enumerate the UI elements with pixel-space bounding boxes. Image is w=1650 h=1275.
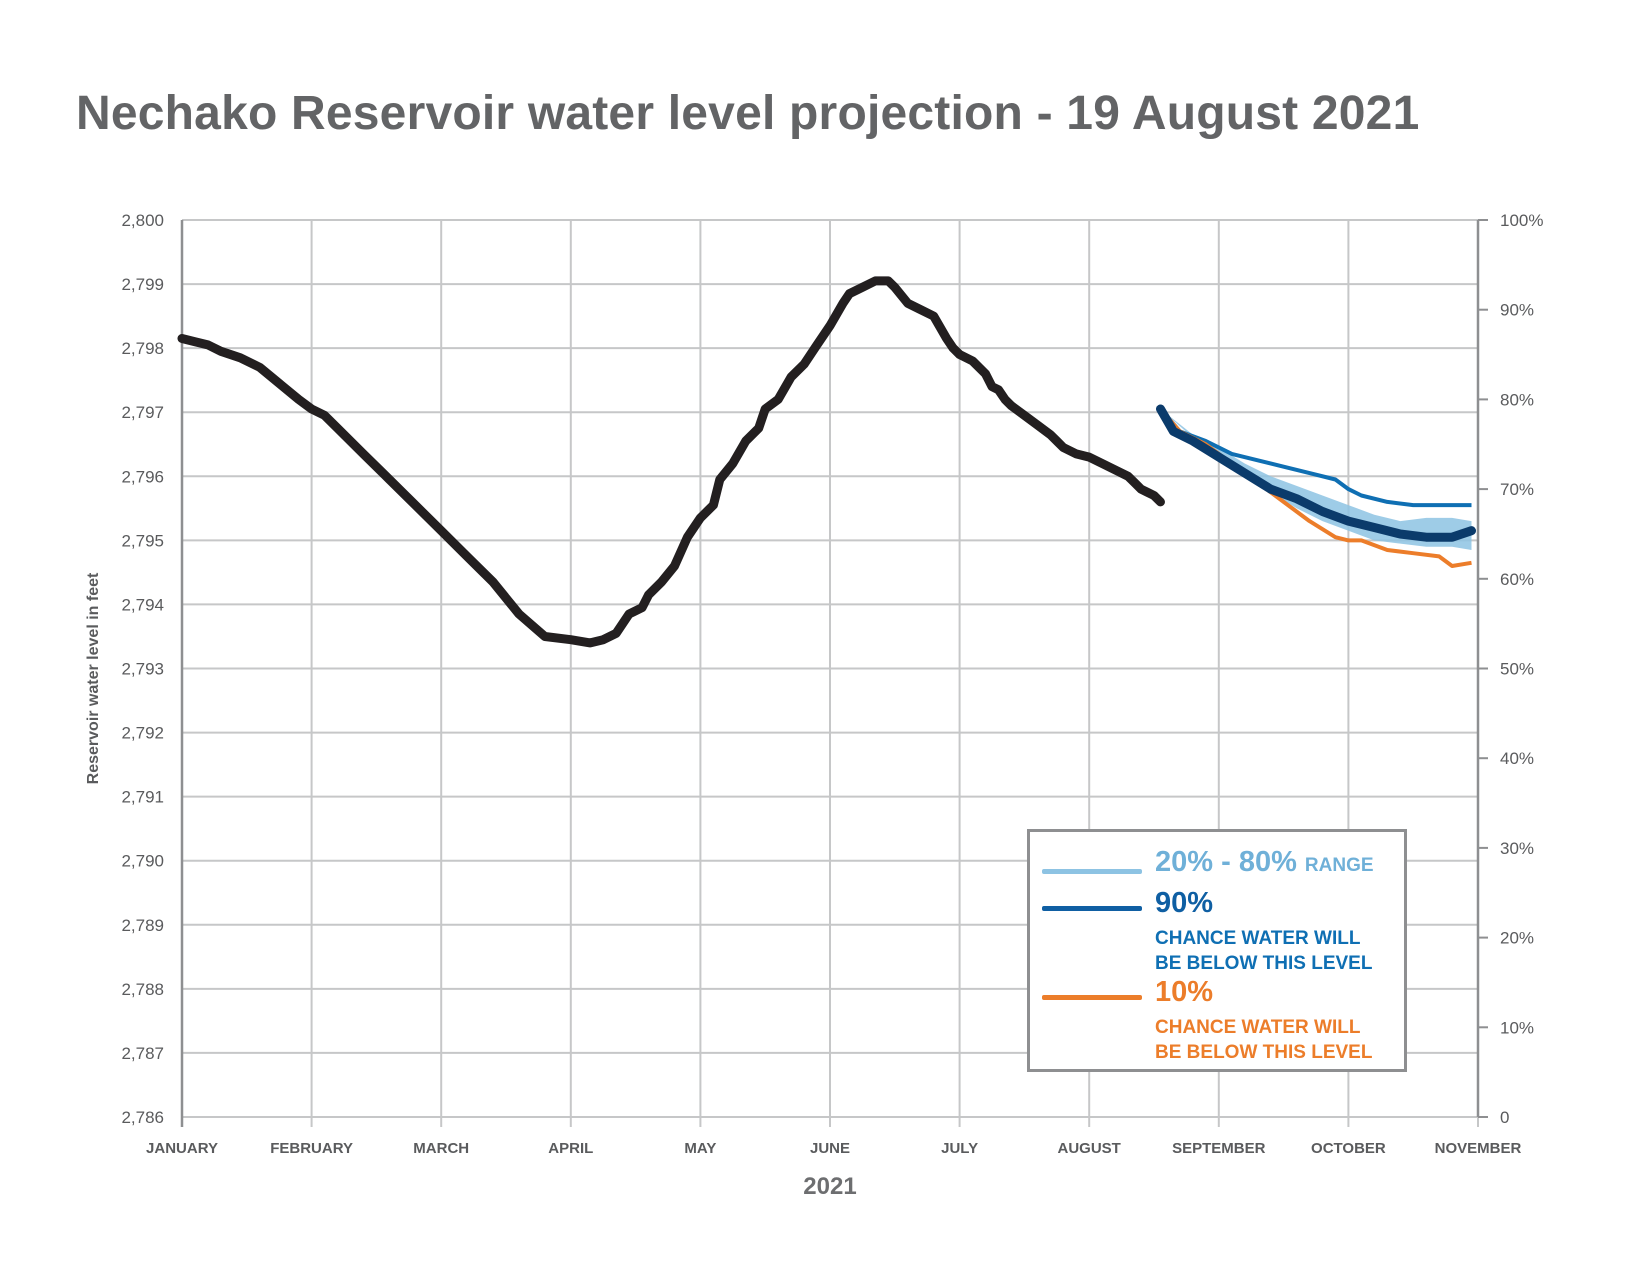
y-tick-label: 2,794 bbox=[121, 595, 164, 614]
x-tick-label: APRIL bbox=[548, 1140, 593, 1157]
x-tick-label: JULY bbox=[941, 1140, 978, 1157]
x-tick-label: AUGUST bbox=[1058, 1140, 1121, 1157]
legend-p90-swatch bbox=[1042, 906, 1142, 911]
x-tick-label: NOVEMBER bbox=[1435, 1140, 1522, 1157]
x-tick-label: SEPTEMBER bbox=[1172, 1140, 1266, 1157]
x-tick-label: MAY bbox=[684, 1140, 716, 1157]
y2-tick-label: 60% bbox=[1500, 570, 1534, 589]
y-tick-label: 2,787 bbox=[121, 1044, 164, 1063]
y-tick-label: 2,795 bbox=[121, 531, 164, 550]
legend-p90-desc-line1: CHANCE WATER WILL bbox=[1155, 928, 1361, 949]
series-median-line bbox=[1156, 404, 1476, 542]
x-tick-label: MARCH bbox=[413, 1140, 469, 1157]
y-axis-label: Reservoir water level in feet bbox=[85, 572, 102, 784]
y2-tick-label: 30% bbox=[1500, 839, 1534, 858]
y-tick-label: 2,788 bbox=[121, 980, 164, 999]
range-20-80-band bbox=[1160, 409, 1472, 550]
legend-p90-desc-line2: BE BELOW THIS LEVEL bbox=[1155, 953, 1373, 974]
y-tick-label: 2,800 bbox=[121, 211, 164, 230]
x-tick-label: OCTOBER bbox=[1311, 1140, 1386, 1157]
legend-p10-desc-line2: BE BELOW THIS LEVEL bbox=[1155, 1042, 1373, 1063]
x-tick-label: FEBRUARY bbox=[270, 1140, 353, 1157]
y-tick-label: 2,791 bbox=[121, 788, 164, 807]
legend-p90-value: 90% bbox=[1155, 887, 1214, 919]
y2-tick-label: 40% bbox=[1500, 749, 1534, 768]
legend: 20% - 80% RANGE 90% CHANCE WATER WILL BE… bbox=[1027, 829, 1407, 1072]
y2-tick-label: 0 bbox=[1500, 1108, 1509, 1127]
y-tick-label: 2,790 bbox=[121, 852, 164, 871]
series-layer bbox=[177, 276, 1476, 648]
legend-range-value: 20% - 80% bbox=[1155, 846, 1297, 878]
x-axis-label: 2021 bbox=[803, 1173, 856, 1200]
y2-tick-label: 20% bbox=[1500, 929, 1534, 948]
legend-p10-desc-line1: CHANCE WATER WILL bbox=[1155, 1017, 1361, 1038]
legend-range-word: RANGE bbox=[1304, 855, 1374, 876]
legend-p10-desc: CHANCE WATER WILL BE BELOW THIS LEVEL bbox=[1155, 1015, 1372, 1065]
y-tick-label: 2,789 bbox=[121, 916, 164, 935]
y-tick-label: 2,798 bbox=[121, 339, 164, 358]
x-tick-label: JUNE bbox=[810, 1140, 850, 1157]
y-axis-ticks: 2,786 2,787 2,788 2,789 2,790 2,791 2,792 2,793… bbox=[121, 211, 164, 1127]
y-tick-label: 2,797 bbox=[121, 403, 164, 422]
x-axis-ticks: JANUARY FEBRUARY MARCH APRIL MAY JUNE JULY AUGU… bbox=[146, 1140, 1521, 1157]
y-tick-label: 2,792 bbox=[121, 724, 164, 743]
y2-axis-ticks: 0 10% 20% 30% 40% 50% 60% 70% 80% 90% 100% bbox=[1478, 211, 1543, 1127]
y-tick-label: 2,793 bbox=[121, 660, 164, 679]
y2-tick-label: 90% bbox=[1500, 301, 1534, 320]
y-tick-label: 2,786 bbox=[121, 1108, 164, 1127]
chart-title: Nechako Reservoir water level projection… bbox=[76, 87, 1420, 140]
series-observed-line bbox=[177, 276, 1165, 648]
y2-tick-label: 50% bbox=[1500, 660, 1534, 679]
y2-tick-label: 70% bbox=[1500, 480, 1534, 499]
series-p90-line bbox=[1158, 407, 1472, 508]
legend-range-label: 20% - 80% RANGE bbox=[1155, 846, 1374, 879]
y2-tick-label: 80% bbox=[1500, 390, 1534, 409]
x-tick-label: JANUARY bbox=[146, 1140, 218, 1157]
y2-tick-label: 100% bbox=[1500, 211, 1543, 230]
y2-tick-label: 10% bbox=[1500, 1018, 1534, 1037]
y-tick-label: 2,799 bbox=[121, 275, 164, 294]
y-tick-label: 2,796 bbox=[121, 467, 164, 486]
legend-range-swatch bbox=[1042, 869, 1142, 874]
legend-p10-swatch bbox=[1042, 995, 1142, 1000]
legend-p10-value: 10% bbox=[1155, 976, 1214, 1008]
legend-p90-desc: CHANCE WATER WILL BE BELOW THIS LEVEL bbox=[1155, 926, 1372, 976]
